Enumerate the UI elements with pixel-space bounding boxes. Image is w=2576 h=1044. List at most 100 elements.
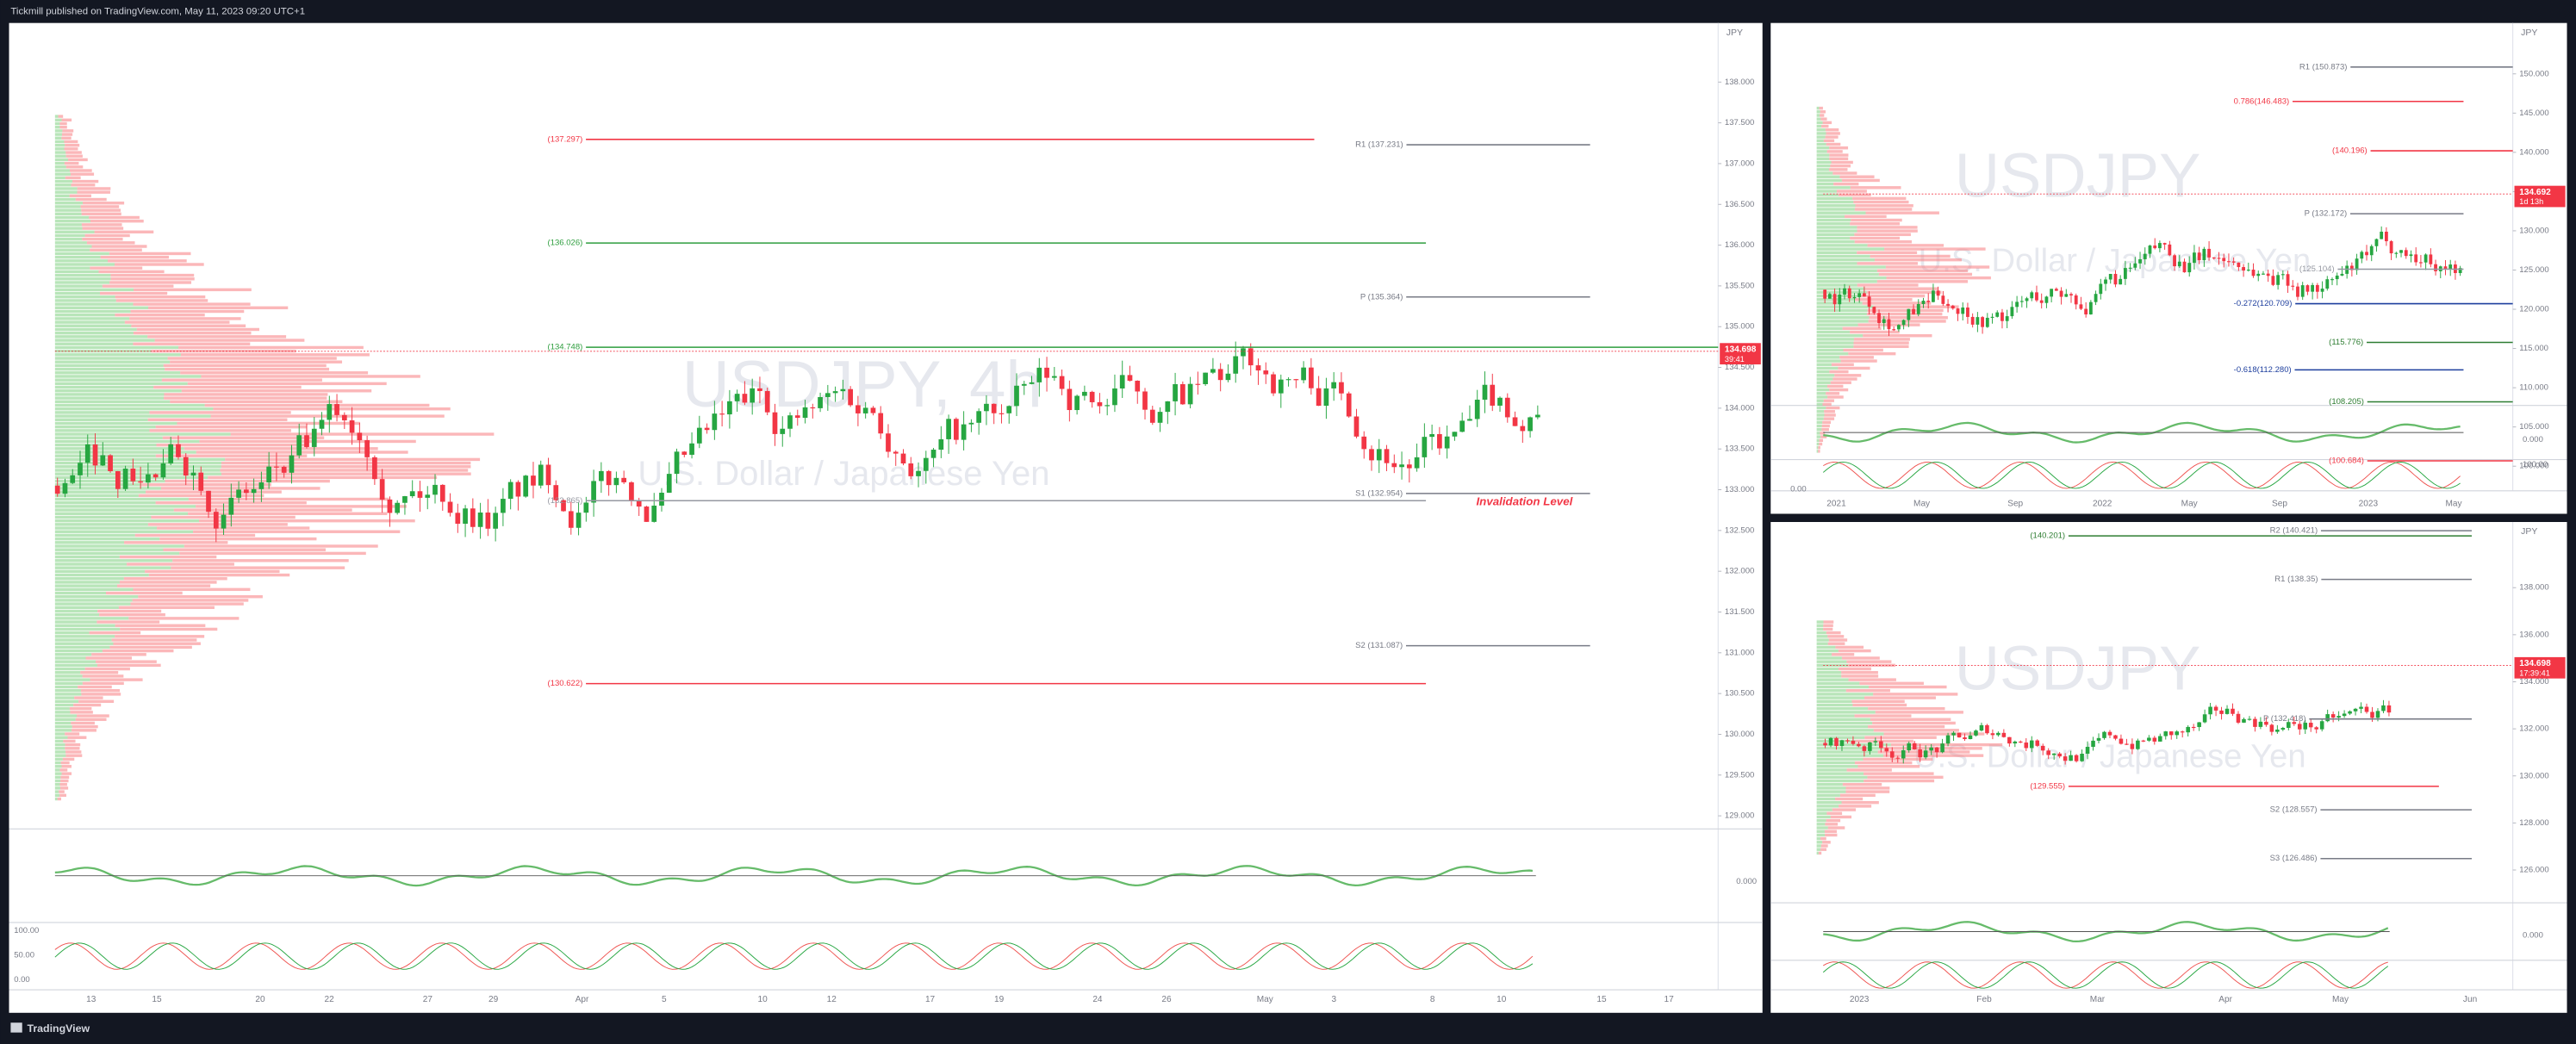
candle-body bbox=[1534, 414, 1540, 418]
level-label: (137.297) bbox=[548, 134, 583, 144]
candle-body bbox=[2063, 756, 2068, 761]
volume-profile-bar bbox=[54, 465, 221, 469]
price-tick-label: 105.000 bbox=[2519, 422, 2548, 432]
oscillator-line bbox=[1823, 921, 2389, 943]
date-label: 26 bbox=[1161, 995, 1172, 1004]
volume-profile-bar bbox=[1816, 287, 1865, 290]
candle-body bbox=[2213, 706, 2218, 711]
last-price-box bbox=[1720, 343, 1761, 365]
volume-profile-bar bbox=[54, 349, 152, 353]
volume-profile-bar bbox=[1859, 681, 1924, 686]
volume-profile-bar bbox=[149, 429, 291, 432]
volume-profile-bar bbox=[115, 624, 206, 627]
volume-profile-bar bbox=[1851, 218, 1902, 222]
volume-profile-bar bbox=[54, 515, 152, 519]
volume-profile-bar bbox=[1816, 153, 1830, 157]
volume-profile-bar bbox=[59, 125, 67, 129]
volume-profile-bar bbox=[162, 436, 325, 439]
volume-profile-bar bbox=[155, 454, 308, 457]
candle-body bbox=[2256, 273, 2261, 277]
volume-profile-bar bbox=[65, 750, 82, 754]
candle-body bbox=[2253, 718, 2257, 727]
candle-body bbox=[2419, 262, 2423, 264]
volume-profile-bar bbox=[82, 674, 124, 678]
volume-profile-bar bbox=[1816, 706, 1869, 711]
volume-profile-bar bbox=[187, 382, 387, 386]
volume-profile-bar bbox=[1826, 384, 1844, 388]
volume-profile-bar bbox=[133, 331, 252, 335]
candle-body bbox=[787, 415, 793, 429]
volume-profile-bar bbox=[1816, 320, 1869, 323]
candle-body bbox=[251, 488, 257, 494]
candle-body bbox=[92, 444, 98, 466]
volume-profile-bar bbox=[1816, 272, 1879, 277]
volume-profile-bar bbox=[1816, 381, 1831, 384]
volume-profile-bar bbox=[54, 215, 90, 220]
volume-profile-bar bbox=[1816, 182, 1834, 186]
candle-body bbox=[999, 413, 1005, 414]
volume-profile-bar bbox=[1816, 308, 1868, 313]
candle-body bbox=[2079, 304, 2083, 309]
volume-profile-bar bbox=[1848, 678, 1896, 681]
volume-profile-bar bbox=[82, 237, 123, 241]
candle-body bbox=[2207, 248, 2211, 258]
volume-profile-bar bbox=[54, 245, 92, 248]
volume-profile-bar bbox=[1816, 844, 1821, 848]
candle-body bbox=[2119, 738, 2124, 744]
volume-profile-bar bbox=[54, 259, 108, 263]
volume-profile-bar bbox=[58, 115, 64, 118]
oscillator-label: 100.00 bbox=[14, 926, 39, 935]
volume-profile-bar bbox=[1855, 739, 1913, 743]
volume-profile-bar bbox=[1823, 417, 1835, 420]
volume-profile-bar bbox=[54, 790, 59, 793]
volume-profile-bar bbox=[1827, 635, 1845, 638]
chart-panel: USDJPY, 4h U.S. Dollar / Japanese Yen JPY 1… bbox=[9, 22, 1763, 1013]
candle-body bbox=[2325, 714, 2330, 722]
candle-body bbox=[916, 470, 921, 476]
candle-body bbox=[379, 479, 385, 500]
volume-profile-bar bbox=[54, 136, 62, 140]
candle-body bbox=[1990, 733, 1995, 736]
candle-body bbox=[893, 451, 899, 454]
volume-profile-bar bbox=[71, 183, 96, 187]
candle-body bbox=[976, 411, 982, 423]
candle-body bbox=[764, 390, 770, 413]
volume-profile-bar bbox=[1816, 420, 1823, 425]
volume-profile-bar bbox=[54, 378, 162, 382]
candle-body bbox=[961, 424, 967, 440]
volume-profile-bar bbox=[115, 313, 205, 317]
volume-profile-bar bbox=[1824, 410, 1835, 413]
volume-profile-bar bbox=[1854, 239, 1912, 244]
candle-body bbox=[2039, 300, 2044, 303]
volume-profile-bar bbox=[1857, 226, 1918, 229]
oscillator-line bbox=[1823, 421, 2461, 444]
candle-body bbox=[2094, 294, 2098, 302]
candle-body bbox=[1422, 437, 1428, 457]
candle-body bbox=[2173, 255, 2176, 267]
candle-body bbox=[152, 474, 159, 478]
candle-body bbox=[2000, 312, 2004, 321]
candle-body bbox=[2113, 273, 2118, 285]
price-tick-label: 138.000 bbox=[1725, 78, 1754, 87]
volume-profile-bar bbox=[54, 469, 221, 472]
candle-body bbox=[1884, 748, 1889, 752]
price-tick-label: 129.500 bbox=[1725, 770, 1754, 780]
volume-profile-bar bbox=[1829, 146, 1849, 150]
volume-profile-bar bbox=[1818, 851, 1822, 855]
volume-profile-bar bbox=[54, 429, 150, 432]
volume-profile-bar bbox=[54, 696, 75, 699]
candle-body bbox=[2057, 753, 2062, 757]
price-tick-label: 132.500 bbox=[1725, 525, 1754, 535]
volume-profile-bar bbox=[54, 660, 96, 663]
candle-body bbox=[719, 413, 725, 415]
volume-profile-bar bbox=[54, 421, 177, 426]
volume-profile-bar bbox=[65, 165, 84, 169]
volume-profile-bar bbox=[54, 179, 73, 183]
candle-body bbox=[2380, 231, 2384, 239]
candle-body bbox=[62, 482, 68, 494]
candle-body bbox=[1968, 735, 1973, 740]
volume-profile-bar bbox=[1841, 178, 1880, 183]
volume-profile-bar bbox=[109, 645, 192, 649]
volume-profile-bar bbox=[1816, 171, 1833, 175]
